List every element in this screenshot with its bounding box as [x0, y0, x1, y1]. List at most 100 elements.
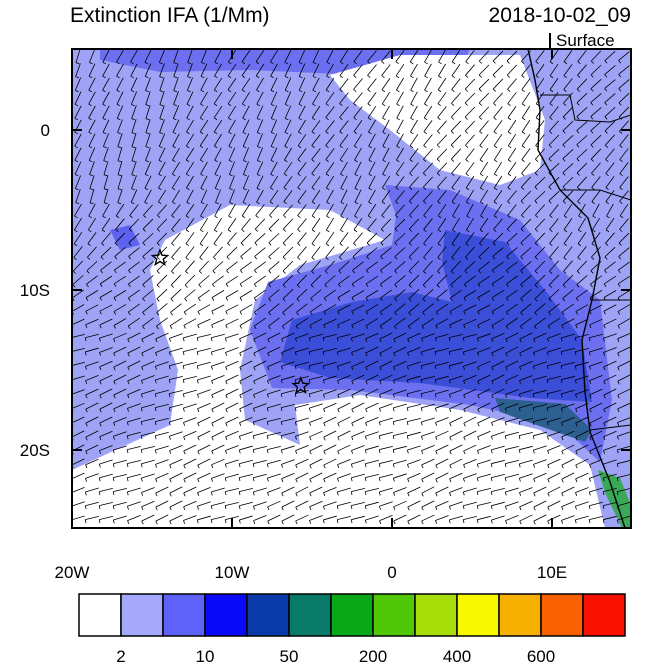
wind-barb: [309, 347, 323, 353]
wind-barb: [605, 162, 615, 174]
wind-barb: [410, 117, 414, 121]
wind-barb: [506, 232, 518, 244]
wind-barb: [423, 200, 427, 204]
wind-barb: [518, 449, 521, 454]
wind-barb: [381, 204, 391, 216]
wind-barb: [155, 486, 169, 494]
wind-barb: [437, 89, 442, 93]
wind-barb: [145, 133, 151, 147]
wind-barb: [423, 204, 433, 216]
wind-barb: [590, 74, 594, 78]
wind-barb: [308, 351, 311, 356]
wind-barb: [325, 162, 335, 174]
wind-barb: [254, 283, 257, 288]
wind-barb: [477, 416, 491, 424]
wind-barb: [561, 430, 575, 438]
wind-barb: [184, 289, 196, 299]
wind-barb: [438, 49, 446, 63]
wind-barb: [142, 298, 146, 302]
wind-barb: [158, 175, 166, 189]
wind-barb: [325, 159, 329, 163]
wind-barb: [183, 422, 186, 426]
wind-barb: [422, 162, 434, 174]
wind-barb: [103, 146, 107, 149]
wind-barb: [211, 324, 214, 329]
wind-barb: [103, 202, 108, 205]
wind-barb: [337, 324, 340, 329]
wind-barb: [491, 422, 494, 426]
wind-barb: [298, 91, 306, 105]
wind-barb: [72, 375, 85, 381]
wind-barb: [492, 247, 504, 257]
wind-barb: [480, 201, 484, 205]
wind-barb: [171, 161, 181, 175]
wind-barb: [211, 478, 213, 482]
wind-barb: [183, 347, 197, 353]
colorbar-label: 2: [116, 647, 125, 666]
wind-barb: [395, 176, 405, 188]
wind-barb: [561, 318, 575, 326]
wind-barb: [534, 298, 538, 302]
wind-barb: [409, 190, 419, 202]
wind-barb: [434, 408, 437, 412]
wind-barb: [479, 229, 484, 233]
wind-barb: [354, 161, 362, 175]
wind-barb: [436, 172, 441, 176]
wind-barb: [590, 102, 594, 106]
wind-barb: [478, 261, 490, 271]
wind-barb: [518, 407, 521, 412]
wind-barb: [296, 312, 300, 316]
wind-barb: [604, 79, 616, 89]
wind-barb: [99, 311, 102, 315]
wind-barb: [325, 89, 330, 93]
wind-barb: [393, 352, 396, 357]
wind-barb: [463, 422, 466, 427]
wind-barb: [114, 261, 126, 271]
wind-barb: [507, 78, 517, 90]
wind-barb: [85, 473, 99, 479]
site-marker: [291, 376, 311, 395]
wind-barb: [394, 218, 406, 230]
wind-barb: [226, 270, 229, 274]
wind-barb: [186, 119, 194, 133]
wind-barb: [480, 203, 488, 217]
wind-barb: [590, 116, 594, 120]
wind-barb: [238, 436, 241, 440]
wind-barb: [74, 159, 79, 163]
wind-barb: [533, 417, 547, 423]
wind-barb: [253, 374, 267, 382]
wind-barb: [169, 338, 171, 342]
wind-barb: [295, 338, 297, 342]
wind-barb: [225, 318, 239, 326]
wind-barb: [255, 61, 260, 65]
wind-barb: [323, 361, 337, 367]
wind-barb: [103, 188, 108, 191]
wind-barb: [337, 458, 351, 466]
wind-barb: [350, 519, 353, 524]
wind-barb: [126, 491, 129, 496]
wind-barb: [144, 49, 152, 63]
wind-barb: [87, 243, 91, 247]
wind-barb: [379, 460, 393, 464]
wind-barb: [437, 117, 441, 120]
wind-barb: [506, 218, 518, 230]
wind-barb: [351, 275, 365, 285]
wind-barb: [98, 477, 101, 482]
wind-barb: [507, 173, 512, 177]
wind-barb: [324, 260, 336, 272]
wind-barb: [575, 318, 589, 326]
wind-barb: [225, 416, 239, 424]
wind-barb: [238, 449, 241, 454]
wind-barb: [298, 119, 306, 133]
wind-barb: [604, 60, 608, 64]
wind-barb: [534, 270, 538, 274]
wind-barb: [616, 491, 619, 496]
wind-barb: [617, 380, 620, 385]
wind-barb: [519, 520, 522, 525]
wind-barb: [267, 459, 281, 465]
wind-barb: [98, 338, 101, 342]
wind-barb: [339, 75, 344, 79]
wind-barb: [297, 201, 301, 205]
wind-barb: [155, 464, 157, 468]
wind-barb: [214, 75, 218, 79]
